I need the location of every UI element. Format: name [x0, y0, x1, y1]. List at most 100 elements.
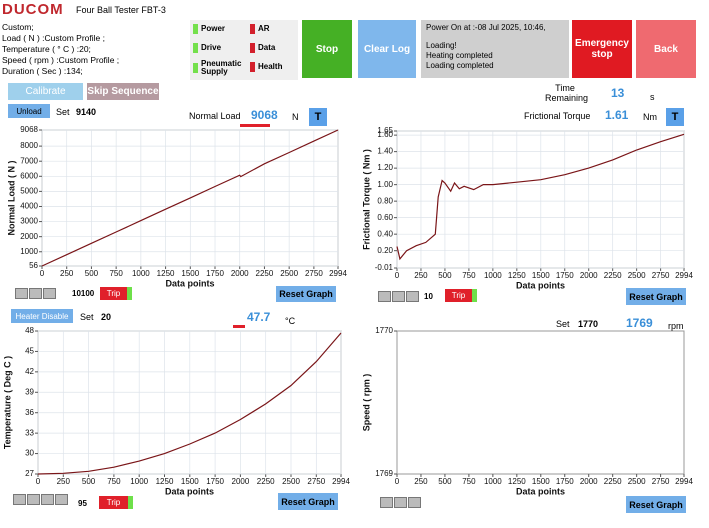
plot-area	[396, 330, 685, 475]
trip-button[interactable]: Trip	[99, 496, 133, 509]
indicator-label: Health	[258, 62, 283, 71]
y-tick-label: 36	[25, 408, 34, 417]
emergency-stop-button[interactable]: Emergency stop	[572, 20, 632, 78]
profile-line: Duration ( Sec ) :134;	[2, 66, 83, 76]
logo: DUCOM	[2, 1, 64, 18]
x-tick-label: 500	[438, 271, 452, 280]
y-tick-label: 7000	[20, 156, 38, 165]
x-tick-label: 1000	[130, 477, 148, 486]
speed-value: 1769	[626, 316, 653, 330]
y-tick-label: 42	[25, 367, 34, 376]
y-tick-label: 1769	[375, 469, 393, 478]
x-tick-label: 1750	[556, 271, 574, 280]
indicator: Pneumatic Supply	[193, 60, 243, 76]
calibrate-button[interactable]: Calibrate	[8, 83, 83, 100]
x-tick-label: 2000	[231, 269, 249, 278]
x-tick-label: 250	[60, 269, 74, 278]
torque-t-button[interactable]: T	[666, 108, 684, 126]
y-tick-label: 3000	[20, 217, 38, 226]
x-tick-label: 2000	[232, 477, 250, 486]
y-axis-label: Frictional Torque ( Nm )	[361, 149, 371, 250]
x-tick-label: 1250	[157, 269, 175, 278]
x-tick-label: 1000	[132, 269, 150, 278]
x-tick-label: 0	[36, 477, 41, 486]
toolbar	[378, 291, 420, 304]
x-tick-label: 1500	[181, 477, 199, 486]
toolbar	[380, 497, 422, 510]
x-tick-label: 1500	[181, 269, 199, 278]
indicator-led	[193, 43, 198, 53]
y-tick-label: 0.80	[377, 196, 393, 205]
y-axis-label: Temperature ( Deg C )	[2, 356, 12, 449]
x-tick-label: 1750	[206, 477, 224, 486]
indicator-panel	[190, 20, 298, 80]
data-line	[396, 133, 685, 261]
x-tick-label: 1000	[484, 477, 502, 486]
stop-button[interactable]: Stop	[302, 20, 352, 78]
time-value: 13	[611, 86, 625, 100]
x-tick-label: 750	[109, 269, 123, 278]
log-line: Loading completed	[426, 61, 494, 70]
x-tick-label: 2500	[628, 477, 646, 486]
y-tick-label: 1.20	[377, 163, 393, 172]
y-tick-label: 27	[25, 469, 34, 478]
x-tick-label: 500	[85, 269, 99, 278]
y-tick-label: 6000	[20, 171, 38, 180]
indicator-label: Power	[201, 24, 226, 33]
indicator-led	[193, 24, 198, 34]
y-tick-label: 4000	[20, 202, 38, 211]
load-underline	[240, 124, 270, 127]
y-tick-label: 1770	[375, 326, 393, 335]
x-tick-label: 0	[395, 477, 400, 486]
y-tick-label: 0.60	[377, 213, 393, 222]
profile-line: Load ( N ) :Custom Profile ;	[2, 33, 105, 43]
app-title: Four Ball Tester FBT-3	[76, 5, 166, 15]
reset-graph-button[interactable]: Reset Graph	[626, 288, 686, 305]
data-line	[37, 332, 342, 475]
toolbar	[15, 288, 57, 301]
indicator-led	[250, 24, 255, 34]
y-tick-label: 1.65	[377, 126, 393, 135]
reset-graph-button[interactable]: Reset Graph	[278, 493, 338, 510]
x-tick-label: 2000	[580, 271, 598, 280]
y-tick-label: 39	[25, 387, 34, 396]
x-axis-label: Data points	[165, 486, 214, 496]
x-tick-label: 2250	[604, 271, 622, 280]
clear-log-button[interactable]: Clear Log	[358, 20, 416, 78]
x-tick-label: 750	[462, 477, 476, 486]
reset-graph-button[interactable]: Reset Graph	[626, 496, 686, 513]
x-axis-label: Data points	[516, 486, 565, 496]
unload-button[interactable]: Unload	[8, 104, 50, 118]
y-tick-label: -0.01	[375, 263, 394, 272]
set-value: 20	[101, 312, 112, 322]
load-t-button[interactable]: T	[309, 108, 327, 126]
x-tick-label: 2500	[280, 269, 298, 278]
load-value: 9068	[251, 108, 278, 122]
x-tick-label: 1250	[508, 477, 526, 486]
temperature-value: 47.7	[247, 310, 271, 324]
x-tick-label: 1750	[556, 477, 574, 486]
y-tick-label: 5000	[20, 186, 38, 195]
log-line: Power On at :-08 Jul 2025, 10:46,	[426, 23, 546, 32]
trip-button[interactable]: Trip	[445, 289, 477, 302]
x-tick-label: 2750	[307, 477, 325, 486]
x-tick-label: 500	[82, 477, 96, 486]
profile: Custom; Load ( N ) :Custom Profile ; Tem…	[2, 22, 182, 77]
skip-button[interactable]: Skip Sequence	[87, 83, 159, 100]
trip-button[interactable]: Trip	[100, 287, 132, 300]
y-tick-label: 0.40	[377, 229, 393, 238]
x-tick-label: 2994	[332, 477, 350, 486]
reset-graph-button[interactable]: Reset Graph	[276, 286, 336, 302]
indicator-label: Drive	[201, 43, 222, 52]
x-tick-label: 1000	[484, 271, 502, 280]
x-tick-label: 750	[462, 271, 476, 280]
y-tick-label: 48	[25, 326, 34, 335]
torque-unit: Nm	[643, 112, 657, 122]
set-label: Set	[56, 107, 70, 117]
back-button[interactable]: Back	[636, 20, 696, 78]
y-tick-label: 1.40	[377, 147, 393, 156]
indicator-led	[250, 62, 255, 72]
log-line: Loading!	[426, 41, 457, 50]
heater-disable-button[interactable]: Heater Disable	[11, 309, 73, 323]
indicator-led	[193, 63, 198, 73]
